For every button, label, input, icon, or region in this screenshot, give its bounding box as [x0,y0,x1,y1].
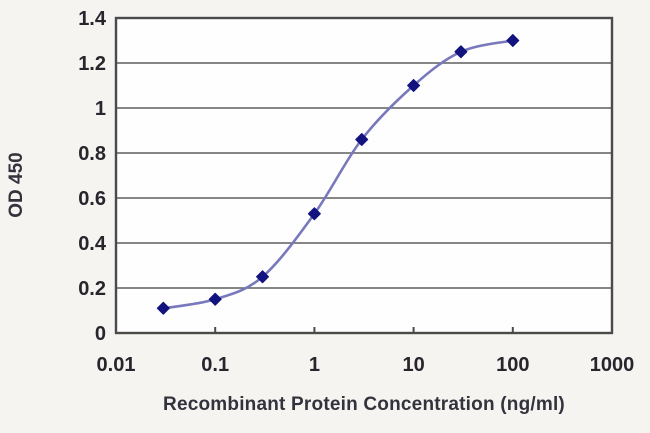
y-axis-title: OD 450 [6,152,27,218]
data-point-marker [454,45,468,59]
x-tick-label: 1 [309,354,320,376]
data-point-marker [307,207,321,221]
x-tick-label: 0.1 [201,354,229,376]
y-tick-label: 0.4 [78,233,107,255]
plot-frame [114,16,614,335]
y-tick-label: 1 [95,98,106,120]
data-point-marker [407,79,421,92]
y-tick-label: 0.2 [78,278,106,300]
x-tick-label: 1000 [590,354,635,376]
data-point-marker [156,301,170,315]
y-tick-label: 0.8 [78,143,106,165]
x-tick-label: 10 [402,354,424,376]
y-tick-label: 0 [95,323,106,345]
x-tick-label: 0.01 [97,354,136,376]
y-tick-label: 0.6 [78,188,106,210]
y-tick-label: 1.4 [78,8,107,30]
y-tick-label: 1.2 [78,53,106,75]
x-tick-label: 100 [496,354,529,376]
data-point-marker [256,270,270,284]
data-point-marker [355,133,369,146]
plot-area [116,18,612,333]
series-line [162,39,515,310]
x-axis-title: Recombinant Protein Concentration (ng/ml… [163,394,565,415]
data-point-marker [506,34,520,47]
data-point-marker [208,292,222,306]
